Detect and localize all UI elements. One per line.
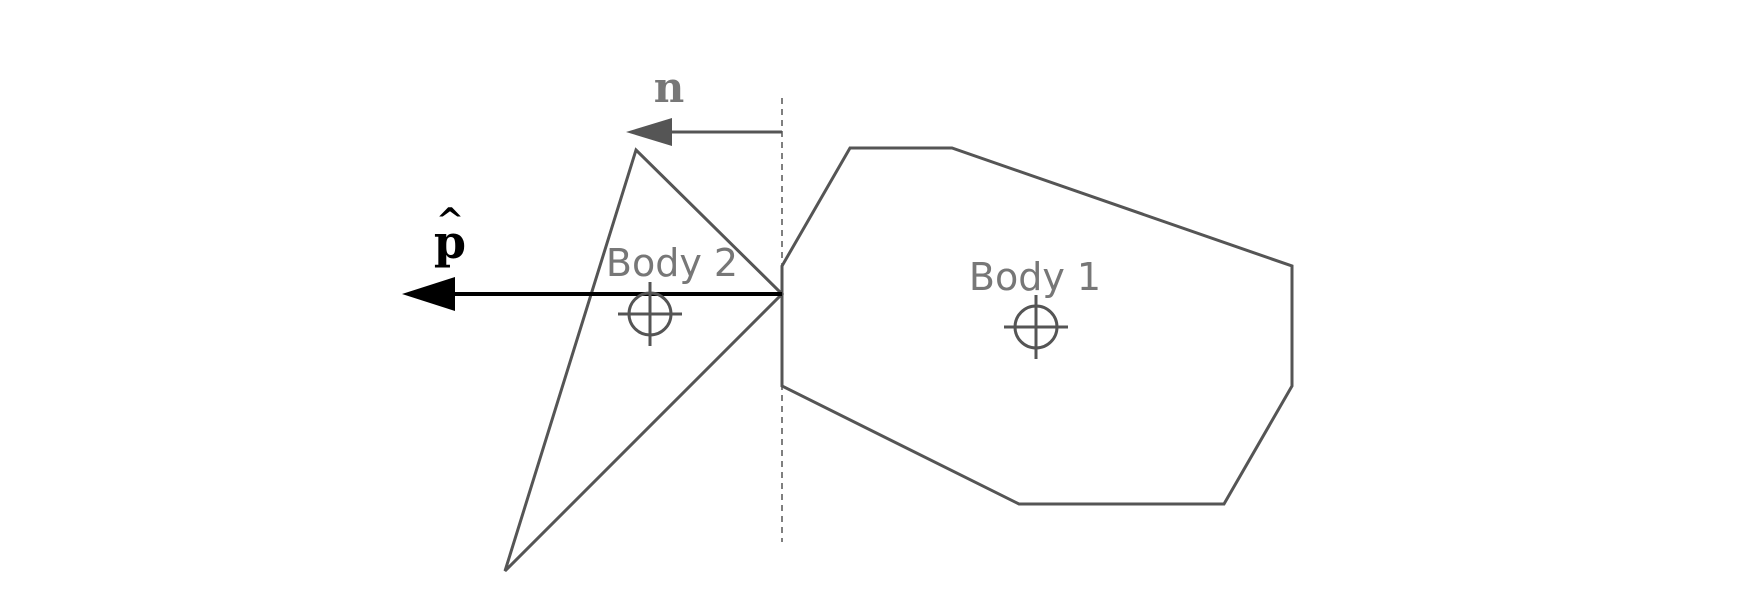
impulse-vector-arrow [402, 277, 782, 311]
normal-vector-arrow [626, 118, 782, 146]
body-1-label: Body 1 [969, 255, 1101, 299]
body-2-triangle [503, 147, 785, 573]
impulse-vector-hat: ^ [436, 201, 465, 241]
body-2-label: Body 2 [606, 241, 738, 285]
normal-vector-label: n [654, 63, 685, 112]
body-1-polygon [780, 146, 1294, 506]
impulse-vector-label: p [434, 215, 466, 269]
body-2-center-of-mass-crosshair-icon [618, 282, 682, 346]
body-1-center-of-mass-crosshair-icon [1004, 295, 1068, 359]
